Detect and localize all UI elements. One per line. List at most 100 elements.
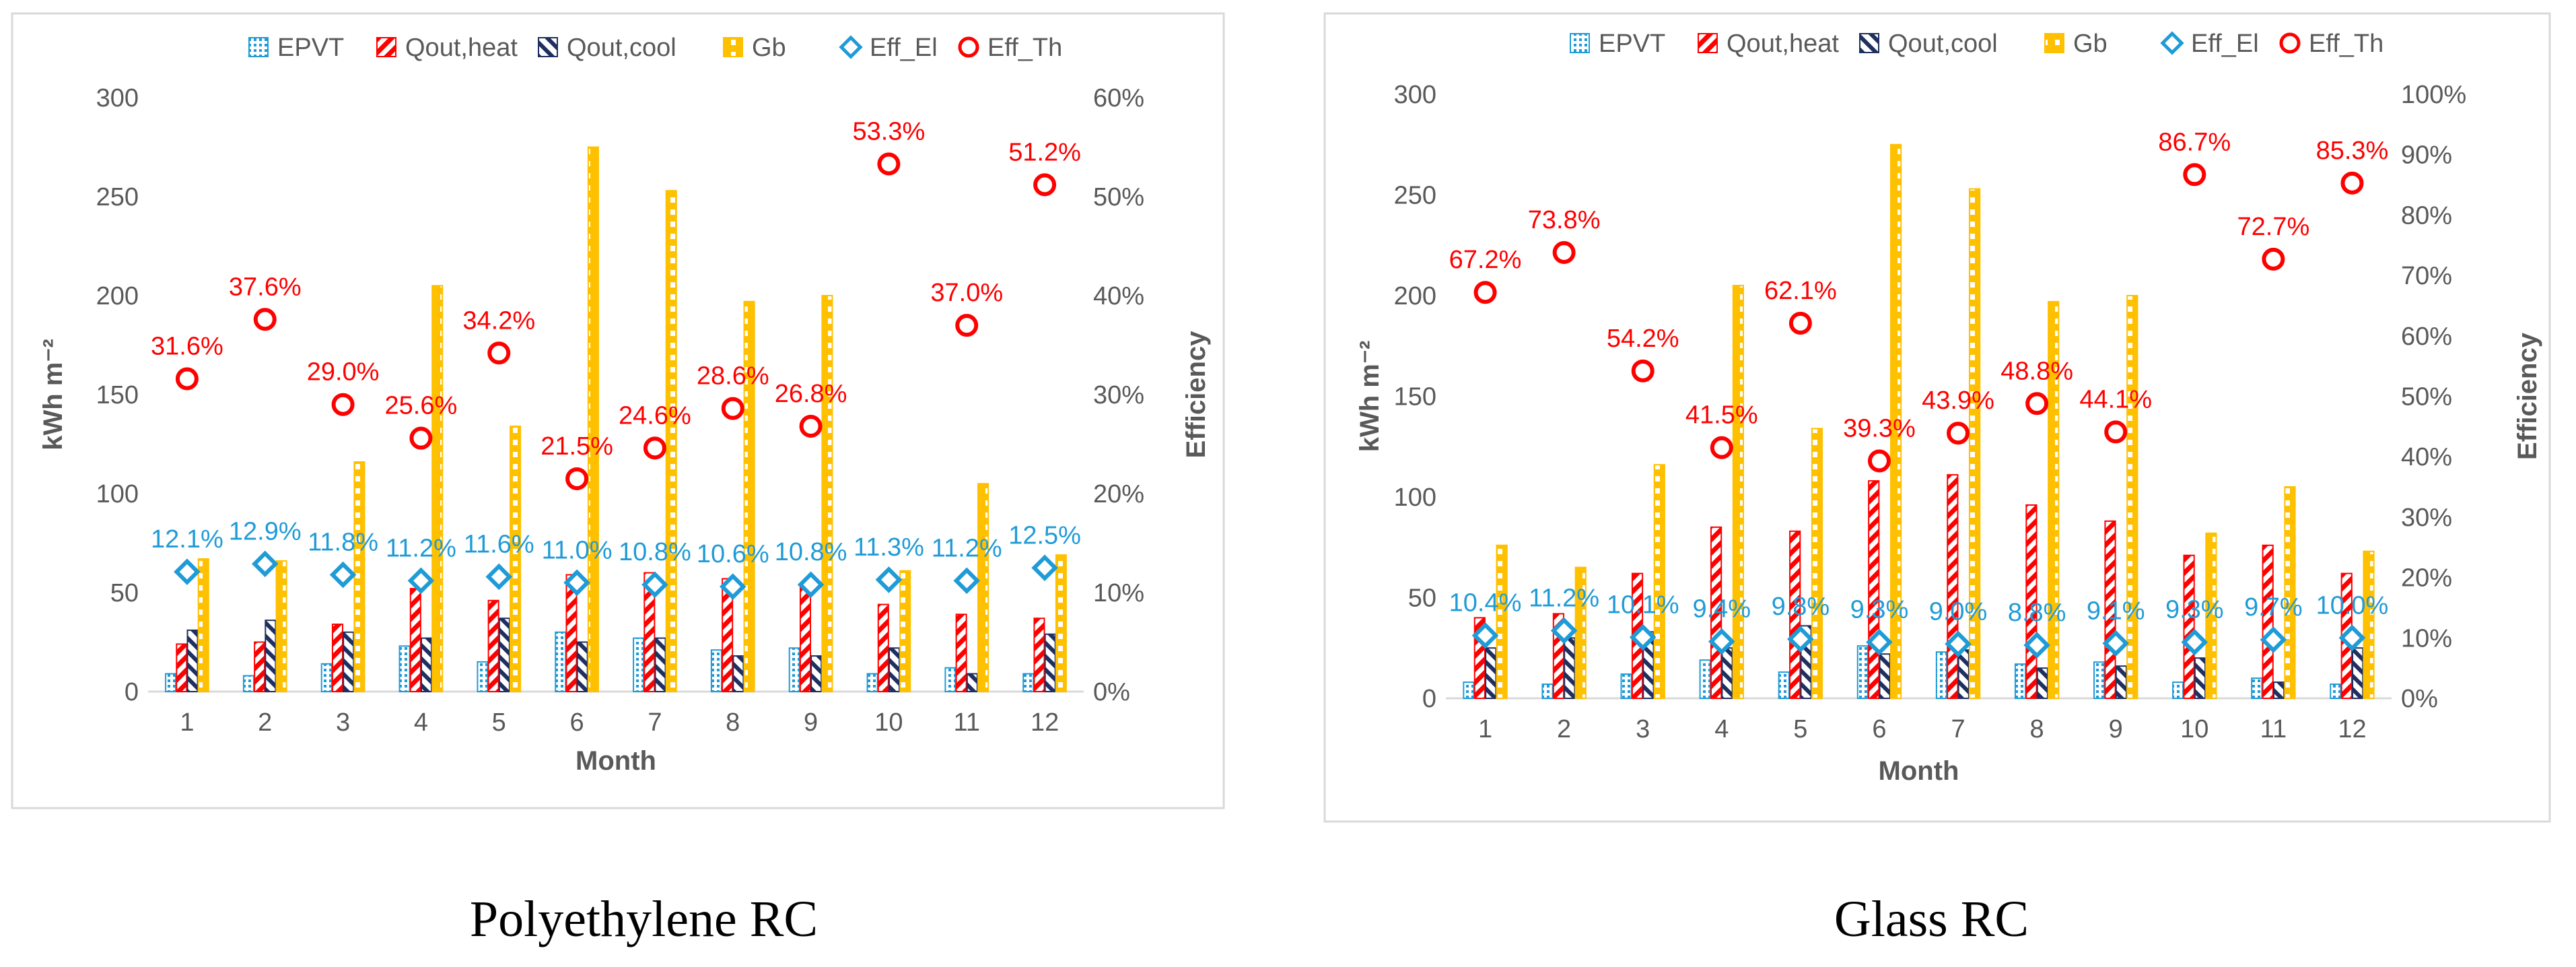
bar-gb-month-5: [1811, 428, 1823, 700]
y-tick-label: 250: [96, 183, 139, 211]
legend-label-eff-th: Eff_Th: [2309, 30, 2383, 58]
bar-epvt-month-12: [2330, 683, 2342, 700]
bar-epvt-month-10: [866, 673, 878, 692]
y2-tick-label: 90%: [2401, 141, 2452, 170]
y2-axis-title: Efficiency: [2513, 332, 2542, 460]
bar-qout-cool-month-9: [2115, 665, 2128, 699]
legend-label-epvt: EPVT: [277, 34, 344, 62]
bar-gb-month-8: [743, 300, 755, 692]
marker-eff-th-month-9: [799, 415, 823, 438]
bar-qout-heat-month-11: [2262, 544, 2274, 700]
y2-tick-label: 50%: [2401, 383, 2452, 411]
y2-tick-label: 10%: [2401, 624, 2452, 653]
bar-epvt-month-6: [555, 631, 567, 692]
marker-eff-el-month-7: [1945, 630, 1972, 658]
marker-eff-el-month-10: [2181, 628, 2208, 656]
data-label-eff-el-month-9: 10.8%: [775, 538, 847, 566]
legend-swatch-eff-el: [839, 35, 863, 59]
marker-eff-el-month-9: [2102, 630, 2130, 657]
marker-eff-th-month-8: [721, 397, 744, 420]
bar-gb-month-9: [2126, 295, 2138, 699]
bar-qout-heat-month-5: [1789, 530, 1801, 700]
data-label-eff-el-month-1: 12.1%: [151, 525, 223, 554]
legend-label-eff-el: Eff_El: [2191, 30, 2259, 58]
chart-panel-polyethylene: 0 50 100 150 200 250 300 0% 10% 20% 30% 40% 50% 60% kW…: [11, 12, 1225, 947]
bar-epvt-month-6: [1856, 645, 1869, 700]
marker-eff-th-month-12: [1033, 173, 1057, 197]
data-label-eff-el-month-7: 10.8%: [619, 538, 691, 566]
x-tick-label: 8: [726, 708, 740, 737]
legend-swatch-qout-cool: [1859, 33, 1879, 53]
bar-gb-month-2: [1574, 566, 1587, 700]
chart-frame: [11, 12, 1225, 809]
data-label-eff-th-month-9: 44.1%: [2079, 385, 2152, 413]
x-tick-label: 2: [1557, 715, 1571, 743]
legend-label-gb: Gb: [752, 34, 786, 62]
legend-label-eff-th: Eff_Th: [987, 34, 1062, 62]
marker-eff-el-month-10: [875, 566, 903, 593]
bar-qout-cool-month-11: [966, 673, 978, 692]
bar-epvt-month-4: [1699, 659, 1711, 700]
y-axis-title: kWh m⁻²: [38, 339, 68, 451]
bar-qout-heat-month-10: [877, 603, 889, 693]
bar-epvt-month-4: [398, 645, 411, 693]
data-label-eff-th-month-2: 73.8%: [1528, 206, 1601, 234]
chart-polyethylene: 0 50 100 150 200 250 300 0% 10% 20% 30% 40% 50% 60% kW…: [11, 12, 1225, 809]
bar-gb-month-12: [1055, 554, 1067, 693]
data-label-eff-el-month-11: 11.2%: [932, 534, 1002, 562]
bar-qout-heat-month-6: [1868, 480, 1880, 700]
bar-qout-heat-month-4: [1710, 526, 1722, 699]
x-axis-title: Month: [576, 746, 656, 776]
marker-eff-th-month-7: [1947, 422, 1970, 445]
bar-qout-heat-month-9: [799, 586, 812, 692]
bar-epvt-month-2: [242, 675, 254, 692]
data-label-eff-el-month-10: 9.3%: [2165, 596, 2224, 624]
marker-eff-th-month-6: [565, 467, 589, 490]
data-label-eff-el-month-11: 9.7%: [2244, 593, 2303, 622]
marker-eff-el-month-1: [1471, 622, 1499, 649]
marker-eff-th-month-6: [1867, 449, 1891, 473]
y2-tick-label: 10%: [1093, 579, 1144, 607]
marker-eff-th-month-3: [331, 393, 355, 416]
x-tick-label: 11: [2260, 715, 2287, 743]
marker-eff-el-month-6: [563, 569, 590, 597]
y2-tick-label: 50%: [1093, 183, 1144, 211]
bar-gb-month-5: [510, 426, 522, 692]
y-tick-label: 50: [1408, 585, 1436, 613]
x-tick-label: 7: [1951, 715, 1965, 743]
bar-qout-cool-month-6: [576, 641, 588, 692]
data-label-eff-th-month-3: 54.2%: [1607, 325, 1679, 353]
bar-qout-cool-month-1: [186, 629, 199, 692]
legend-swatch-epvt: [1570, 33, 1590, 53]
y-tick-label: 150: [96, 381, 139, 409]
bar-gb-month-3: [353, 461, 365, 693]
bar-qout-cool-month-4: [1721, 647, 1733, 699]
data-label-eff-th-month-3: 29.0%: [307, 358, 380, 387]
y-tick-label: 50: [110, 579, 139, 607]
bar-qout-cool-month-8: [2036, 667, 2048, 700]
bar-qout-heat-month-5: [487, 599, 499, 693]
bar-epvt-month-8: [710, 649, 722, 693]
bar-gb-month-1: [197, 558, 209, 693]
bar-qout-heat-month-1: [176, 643, 188, 692]
bar-gb-month-12: [2363, 550, 2375, 699]
legend-label-gb: Gb: [2073, 30, 2108, 58]
bar-gb-month-4: [431, 285, 444, 692]
bar-gb-month-10: [899, 570, 911, 692]
x-tick-label: 3: [1636, 715, 1650, 743]
marker-eff-el-month-8: [719, 573, 746, 600]
x-tick-label: 9: [2109, 715, 2123, 743]
legend-swatch-eff-el: [2160, 31, 2184, 55]
y-axis-title: kWh m⁻²: [1355, 341, 1385, 453]
bar-gb-month-11: [977, 483, 989, 692]
bar-gb-month-2: [275, 560, 287, 693]
data-label-eff-th-month-12: 85.3%: [2316, 137, 2389, 165]
marker-eff-th-month-5: [1788, 311, 1812, 335]
data-label-eff-th-month-6: 21.5%: [541, 432, 613, 461]
legend-label-qout-heat: Qout,heat: [1727, 30, 1839, 58]
data-label-eff-th-month-5: 34.2%: [462, 306, 535, 335]
bar-qout-cool-month-6: [1879, 653, 1891, 699]
bar-epvt-month-9: [2093, 661, 2105, 699]
y2-tick-label: 60%: [1093, 84, 1144, 112]
x-tick-label: 6: [1872, 715, 1886, 743]
